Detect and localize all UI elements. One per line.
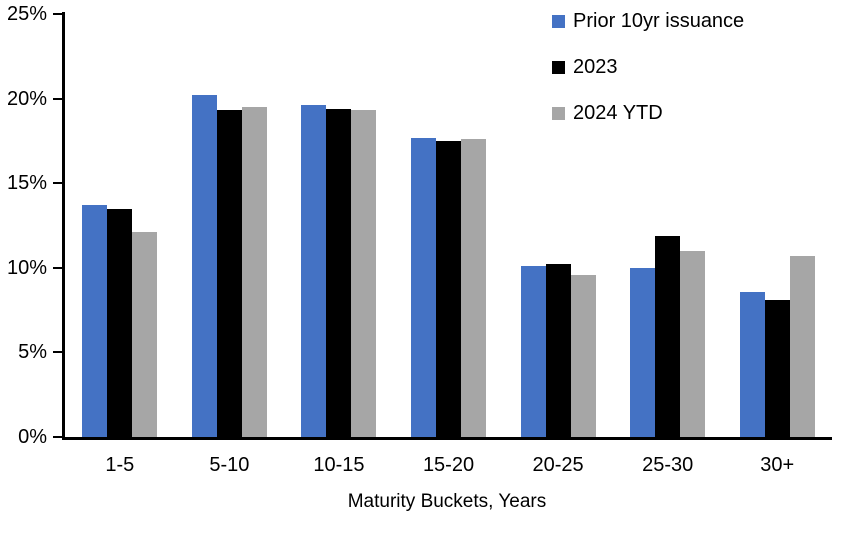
bar-2024-ytd-5-10 [241, 107, 267, 437]
y-tick-25 [53, 13, 62, 15]
legend-item-2023: 2023 [552, 56, 744, 78]
x-axis-labels: 1-5 5-10 10-15 15-20 20-25 25-30 30+ [65, 454, 832, 476]
bar-2023-30 [764, 299, 790, 437]
legend-swatch-prior-10yr-issuance [552, 14, 565, 28]
bar-2024-ytd-10-15 [351, 110, 377, 437]
bar-2024-ytd-30 [789, 255, 815, 437]
bar-prior-10yr-issuance-15-20 [411, 137, 437, 437]
x-tick-label-10-15: 10-15 [313, 454, 365, 476]
y-tick-20 [53, 97, 62, 100]
bar-group-15-20 [394, 14, 504, 437]
bar-2024-ytd-1-5 [132, 232, 158, 437]
bar-prior-10yr-issuance-25-30 [630, 267, 656, 437]
x-tick-label-15-20: 15-20 [422, 454, 475, 476]
plot-area [65, 14, 832, 437]
bar-2024-ytd-20-25 [570, 274, 596, 437]
bar-2023-20-25 [545, 264, 571, 437]
bar-2023-10-15 [326, 108, 352, 437]
legend-swatch-2023 [552, 60, 565, 74]
bar-group-5-10 [175, 14, 285, 437]
bar-2024-ytd-15-20 [461, 139, 487, 437]
bar-2023-25-30 [655, 235, 681, 437]
y-tick-label-20: 20% [6, 87, 47, 110]
bar-2024-ytd-25-30 [680, 250, 706, 437]
y-tick-label-25: 25% [6, 3, 47, 25]
bar-prior-10yr-issuance-30 [739, 291, 765, 437]
y-tick-label-15: 15% [6, 172, 47, 195]
y-axis-line [62, 12, 65, 440]
x-axis-line [62, 437, 832, 440]
legend-label-prior-10yr-issuance: Prior 10yr issuance [573, 9, 745, 32]
bar-group-25-30 [613, 14, 723, 437]
y-tick-label-0: 0% [18, 426, 47, 448]
y-tick-label-10: 10% [6, 256, 47, 279]
bar-2023-5-10 [216, 110, 242, 437]
bar-prior-10yr-issuance-10-15 [301, 105, 327, 437]
bar-prior-10yr-issuance-5-10 [191, 95, 217, 437]
bar-prior-10yr-issuance-1-5 [82, 205, 108, 437]
x-tick-label-20-25: 20-25 [532, 454, 584, 476]
x-tick-label-25-30: 25-30 [642, 454, 694, 476]
x-tick-label-30: 30+ [760, 454, 795, 476]
bar-group-30 [722, 14, 832, 437]
y-tick-label-5: 5% [18, 341, 47, 364]
bar-group-10-15 [284, 14, 394, 437]
legend-label-2023: 2023 [573, 55, 618, 78]
y-tick-10 [53, 266, 62, 269]
y-tick-15 [53, 182, 62, 185]
bar-group-1-5 [65, 14, 175, 437]
bar-prior-10yr-issuance-20-25 [520, 266, 546, 437]
bar-2023-15-20 [436, 140, 462, 437]
x-axis-title: Maturity Buckets, Years [347, 491, 547, 512]
legend-label-2024-ytd: 2024 YTD [573, 101, 663, 124]
legend: Prior 10yr issuance 2023 2024 YTD [552, 10, 744, 124]
y-tick-0 [53, 436, 62, 438]
legend-swatch-2024-ytd [552, 106, 565, 120]
legend-item-2024-ytd: 2024 YTD [552, 102, 744, 124]
legend-item-prior-10yr-issuance: Prior 10yr issuance [552, 10, 744, 32]
x-tick-label-1-5: 1-5 [105, 454, 135, 476]
y-tick-5 [53, 351, 62, 354]
bar-group-20-25 [503, 14, 613, 437]
x-tick-label-5-10: 5-10 [209, 454, 250, 476]
bar-2023-1-5 [107, 208, 133, 437]
